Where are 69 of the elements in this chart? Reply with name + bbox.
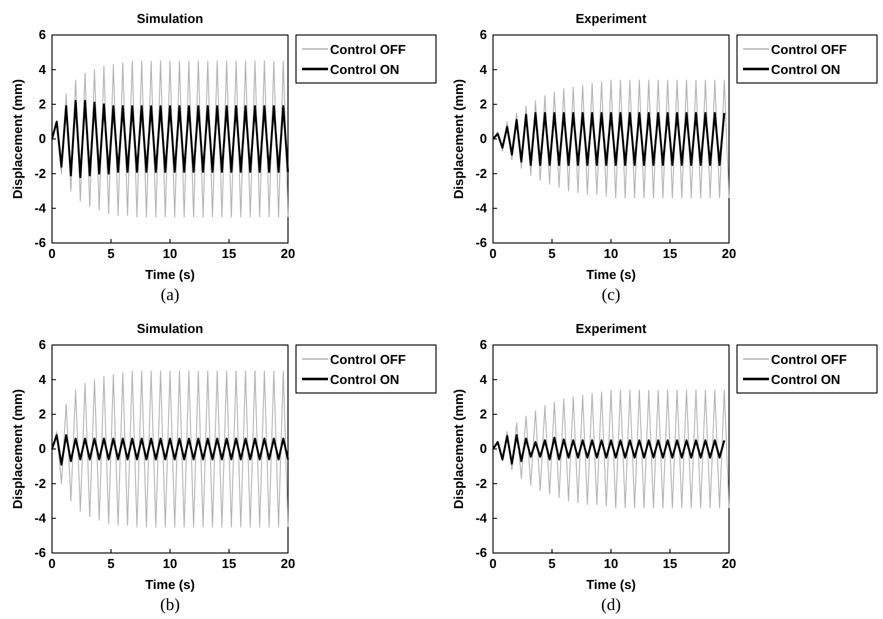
chart-title: Experiment <box>576 321 648 336</box>
y-tick-label: 0 <box>38 441 46 456</box>
x-tick-label: 10 <box>604 556 618 572</box>
legend-label: Control OFF <box>771 352 847 367</box>
y-tick-label: 0 <box>38 131 46 146</box>
y-tick-label: 0 <box>480 131 487 146</box>
y-tick-label: -4 <box>34 510 47 526</box>
y-tick-label: -4 <box>475 510 488 526</box>
x-tick-label: 10 <box>162 556 178 572</box>
x-tick-label: 15 <box>222 556 236 572</box>
y-tick-label: 2 <box>480 406 487 422</box>
y-tick-label: 6 <box>480 337 487 352</box>
text: (b) <box>160 595 180 614</box>
y-tick-label: -4 <box>475 200 488 216</box>
y-axis-title: Displacement (mm) <box>451 389 466 509</box>
y-tick-label: -2 <box>475 476 487 491</box>
legend-label: Control OFF <box>771 42 847 57</box>
x-tick-label: 15 <box>222 246 236 262</box>
x-tick-label: 10 <box>604 246 618 262</box>
x-tick-label: 20 <box>280 246 296 262</box>
y-tick-label: -4 <box>34 200 47 216</box>
y-tick-label: 4 <box>480 372 488 387</box>
x-tick-label: 5 <box>107 556 115 572</box>
y-tick-label: 2 <box>38 96 46 112</box>
x-tick-label: 5 <box>107 246 115 262</box>
x-tick-label: 15 <box>662 556 678 572</box>
x-axis-title: Time (s) <box>145 577 195 592</box>
y-tick-label: -2 <box>34 166 46 181</box>
x-tick-label: 20 <box>722 556 736 572</box>
x-tick-label: 10 <box>162 246 178 262</box>
y-axis-title: Displacement (mm) <box>451 79 466 199</box>
x-tick-label: 5 <box>548 246 556 262</box>
chart-title: Simulation <box>136 11 204 26</box>
y-tick-label: -2 <box>475 166 487 181</box>
legend-label: Control ON <box>330 62 400 77</box>
x-axis-title: Time (s) <box>586 267 636 282</box>
y-tick-label: -6 <box>34 545 46 560</box>
y-tick-label: 0 <box>480 441 487 456</box>
text: (d) <box>601 595 621 614</box>
chart-title: Simulation <box>136 321 204 336</box>
y-tick-label: 6 <box>38 27 46 42</box>
y-axis-title: Displacement (mm) <box>10 389 25 509</box>
y-tick-label: 2 <box>480 96 487 112</box>
x-tick-label: 5 <box>548 556 556 572</box>
y-tick-label: 6 <box>38 337 46 352</box>
y-tick-label: -2 <box>34 476 46 491</box>
y-tick-label: 2 <box>38 406 46 422</box>
legend-label: Control ON <box>771 62 840 77</box>
y-axis-title: Displacement (mm) <box>10 79 25 199</box>
y-tick-label: 4 <box>480 62 488 77</box>
legend-label: Control ON <box>771 372 840 387</box>
y-tick-label: -6 <box>34 235 46 250</box>
x-axis-title: Time (s) <box>586 577 636 592</box>
y-tick-label: -6 <box>475 235 487 250</box>
x-tick-label: 20 <box>722 246 736 262</box>
text: (a) <box>160 285 180 304</box>
y-tick-label: 4 <box>38 62 47 77</box>
text: (c) <box>602 285 620 304</box>
x-tick-label: 20 <box>280 556 296 572</box>
y-tick-label: 4 <box>38 372 47 387</box>
x-axis-title: Time (s) <box>145 267 195 282</box>
y-tick-label: 6 <box>480 27 487 42</box>
legend-label: Control OFF <box>330 42 406 57</box>
line-series <box>52 370 288 528</box>
y-tick-label: -6 <box>475 545 487 560</box>
x-tick-label: 15 <box>662 246 678 262</box>
legend-label: Control ON <box>330 372 400 387</box>
legend-label: Control OFF <box>330 352 406 367</box>
chart-title: Experiment <box>576 11 648 26</box>
